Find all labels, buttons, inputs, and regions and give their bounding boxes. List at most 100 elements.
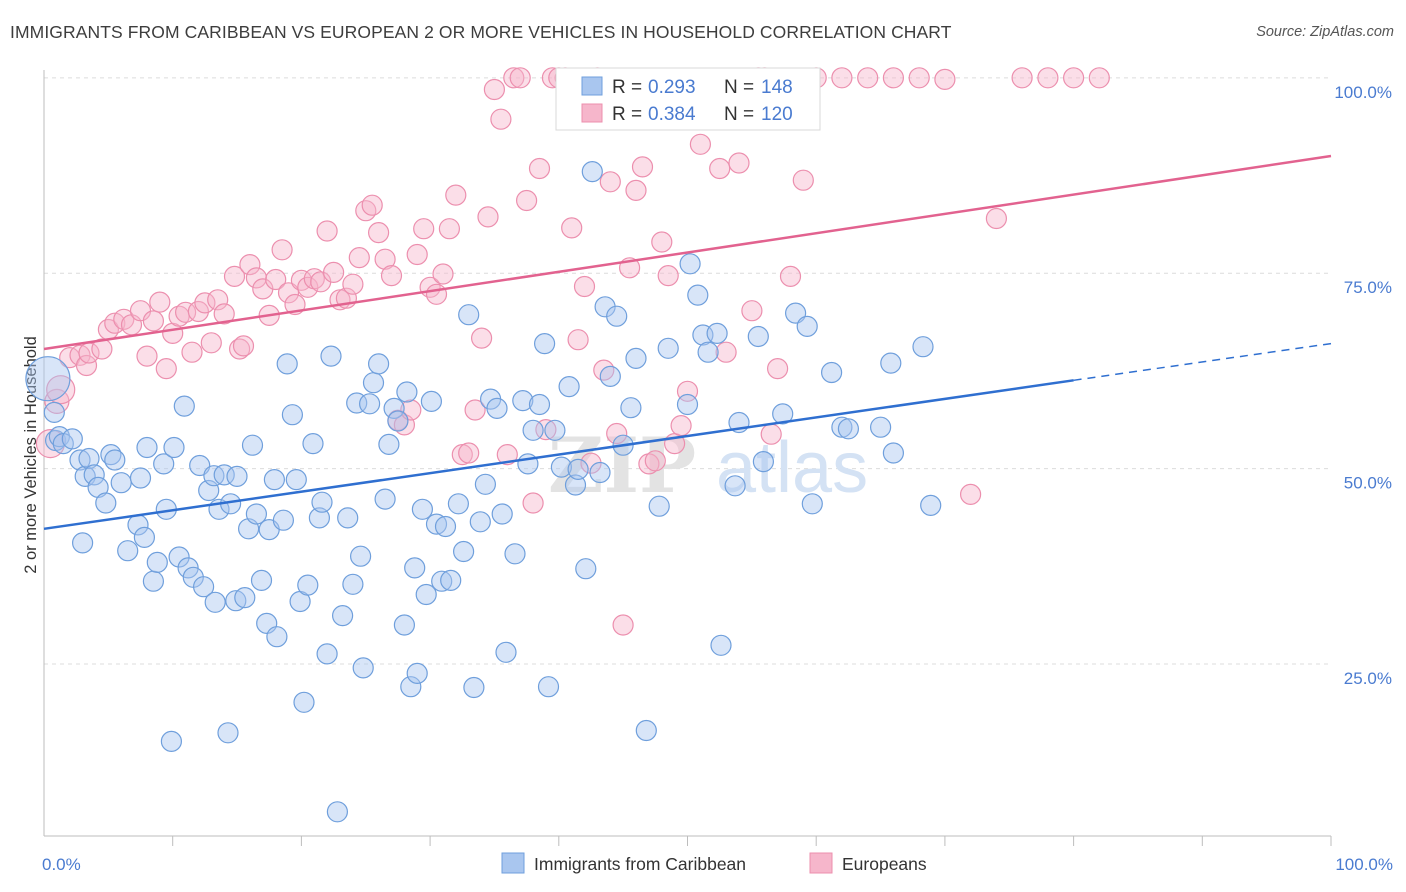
europeans-point xyxy=(207,289,229,311)
caribbean-point xyxy=(537,676,560,698)
europeans-point xyxy=(438,218,460,240)
y-tick-label: 25.0% xyxy=(1344,669,1392,688)
europeans-point xyxy=(651,231,673,253)
x-tick-label: 100.0% xyxy=(1335,855,1393,874)
caribbean-point xyxy=(350,545,372,567)
caribbean-point xyxy=(297,574,319,596)
caribbean-point xyxy=(706,322,728,344)
caribbean-point xyxy=(567,458,589,480)
caribbean-point xyxy=(311,491,333,513)
europeans-point xyxy=(741,300,763,322)
caribbean-point xyxy=(25,356,71,402)
caribbean-point xyxy=(512,390,534,412)
europeans-point xyxy=(445,184,467,206)
stats-swatch-caribbean xyxy=(581,76,603,96)
europeans-point xyxy=(625,179,647,201)
y-tick-label: 50.0% xyxy=(1344,474,1392,493)
series-caribbean xyxy=(25,161,942,823)
europeans-point xyxy=(593,359,615,381)
caribbean-point xyxy=(831,416,853,438)
europeans-point xyxy=(194,292,216,314)
caribbean-point xyxy=(78,447,100,470)
caribbean-point xyxy=(474,473,496,495)
caribbean-point xyxy=(581,161,603,183)
europeans-point xyxy=(515,189,538,212)
europeans-point xyxy=(368,222,390,244)
grid-lines xyxy=(44,77,1331,665)
trend-lines xyxy=(43,154,1332,531)
watermark-atlas: atlas xyxy=(716,428,868,508)
stats-europeans-r-label: R = xyxy=(612,104,642,125)
europeans-point xyxy=(271,239,293,261)
caribbean-point xyxy=(522,419,544,441)
caribbean-point xyxy=(342,573,364,595)
europeans-point xyxy=(728,152,750,174)
europeans-point xyxy=(644,450,666,472)
caribbean-point xyxy=(83,464,105,486)
europeans-point xyxy=(509,67,531,89)
caribbean-point xyxy=(415,583,437,606)
x-tick-label: 0.0% xyxy=(42,855,81,874)
europeans-point xyxy=(223,265,246,287)
legend-swatch-caribbean xyxy=(501,852,525,874)
europeans-point xyxy=(1088,67,1110,89)
europeans-point xyxy=(277,282,300,304)
caribbean-point xyxy=(801,493,823,515)
europeans-point xyxy=(599,171,621,193)
europeans-point xyxy=(229,338,251,360)
y-tick-label: 100.0% xyxy=(1334,83,1392,102)
caribbean-point xyxy=(752,451,775,473)
stats-europeans-r-value: 0.384 xyxy=(648,104,696,125)
caribbean-point xyxy=(528,393,551,416)
europeans-point xyxy=(567,329,589,351)
caribbean-point xyxy=(606,305,628,327)
europeans-point xyxy=(1037,67,1059,89)
caribbean-point xyxy=(400,676,422,698)
stats-caribbean-r-value: 0.293 xyxy=(648,77,696,98)
europeans-point xyxy=(374,248,396,270)
caribbean-point xyxy=(383,397,405,419)
europeans-point xyxy=(69,344,91,366)
caribbean-point xyxy=(133,526,155,549)
chart-title: IMMIGRANTS FROM CARIBBEAN VS EUROPEAN 2 … xyxy=(10,22,952,42)
europeans-point xyxy=(149,291,171,313)
caribbean-point xyxy=(245,503,267,525)
y-tick-label: 75.0% xyxy=(1344,278,1392,297)
europeans-point xyxy=(503,67,525,89)
europeans-point xyxy=(792,169,814,191)
caribbean-point xyxy=(679,253,701,275)
caribbean-point xyxy=(61,428,83,450)
europeans-point xyxy=(831,67,853,89)
europeans-point xyxy=(464,399,486,421)
europeans-point xyxy=(200,332,222,354)
caribbean-point xyxy=(153,453,175,475)
europeans-point xyxy=(490,108,512,130)
x-tick-labels: 0.0% 100.0% xyxy=(42,855,1393,874)
caribbean-point xyxy=(104,449,126,471)
europeans-point xyxy=(580,452,602,474)
watermark: ZIP atlas xyxy=(548,421,868,510)
caribbean-point xyxy=(411,498,433,520)
europeans-point xyxy=(760,423,782,445)
europeans-point xyxy=(496,444,518,466)
caribbean-point xyxy=(326,801,348,823)
stats-europeans-n-value: 120 xyxy=(761,104,793,125)
europeans-point xyxy=(908,67,930,89)
caribbean-point xyxy=(550,456,573,478)
caribbean-point xyxy=(234,586,256,609)
europeans-point xyxy=(239,254,261,276)
caribbean-point xyxy=(491,503,513,525)
europeans-point xyxy=(670,415,692,437)
caribbean-point xyxy=(431,570,453,592)
caribbean-point xyxy=(404,557,426,579)
caribbean-point xyxy=(635,719,657,742)
caribbean-point xyxy=(69,449,91,471)
europeans-point xyxy=(458,442,480,464)
caribbean-point xyxy=(263,469,285,491)
caribbean-point xyxy=(217,722,239,744)
caribbean-point xyxy=(71,532,94,554)
caribbean-point xyxy=(820,361,843,384)
caribbean-point xyxy=(724,475,746,497)
stats-legend: R = 0.293 N = 148 R = 0.384 N = 120 xyxy=(555,67,821,131)
caribbean-point xyxy=(453,540,475,563)
